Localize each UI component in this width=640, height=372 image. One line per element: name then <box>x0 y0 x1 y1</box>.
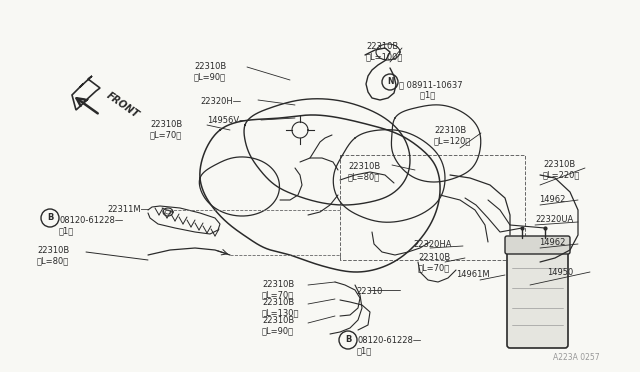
Text: 22310B
〈L=130〉: 22310B 〈L=130〉 <box>262 298 300 317</box>
Text: 22320H—: 22320H— <box>200 97 241 106</box>
Bar <box>340 155 525 260</box>
Text: 22310B
〈L=70〉: 22310B 〈L=70〉 <box>262 280 294 299</box>
Text: N: N <box>387 77 393 87</box>
Text: 22310B
〈L=70〉: 22310B 〈L=70〉 <box>418 253 451 272</box>
Text: 22320HA: 22320HA <box>413 240 451 249</box>
Text: 22310B
〈L=80〉: 22310B 〈L=80〉 <box>348 162 380 182</box>
Text: 22320UA: 22320UA <box>535 215 573 224</box>
Text: 08120-61228—
　1、: 08120-61228— 1、 <box>59 216 124 235</box>
Text: 22310: 22310 <box>356 287 382 296</box>
Text: 22310B
〈L=70〉: 22310B 〈L=70〉 <box>150 120 182 140</box>
Text: FRONT: FRONT <box>105 90 141 120</box>
Text: 14962: 14962 <box>539 195 565 204</box>
Text: 14962: 14962 <box>539 238 565 247</box>
Text: B: B <box>47 214 53 222</box>
Text: 22310B
〈L=220〉: 22310B 〈L=220〉 <box>543 160 580 179</box>
Text: B: B <box>345 336 351 344</box>
Text: 14950: 14950 <box>547 268 573 277</box>
Text: 14956V—: 14956V— <box>207 116 248 125</box>
FancyBboxPatch shape <box>507 247 568 348</box>
Text: 08120-61228—
　1、: 08120-61228— 1、 <box>357 336 421 355</box>
Text: 22310B
〈L=100〉: 22310B 〈L=100〉 <box>366 42 403 61</box>
Text: 22310B
〈L=90〉: 22310B 〈L=90〉 <box>194 62 227 81</box>
Text: 22310B
〈L=80〉: 22310B 〈L=80〉 <box>37 246 69 265</box>
FancyBboxPatch shape <box>505 236 570 254</box>
Text: 22311M—: 22311M— <box>107 205 149 214</box>
Text: 22310B
〈L=120〉: 22310B 〈L=120〉 <box>434 126 472 145</box>
Text: ⓓ 08911-10637
        　1、: ⓓ 08911-10637 1、 <box>399 80 463 99</box>
Text: 22310B
〈L=90〉: 22310B 〈L=90〉 <box>262 316 294 336</box>
Text: 14961M: 14961M <box>456 270 490 279</box>
Text: A223A 0257: A223A 0257 <box>554 353 600 362</box>
